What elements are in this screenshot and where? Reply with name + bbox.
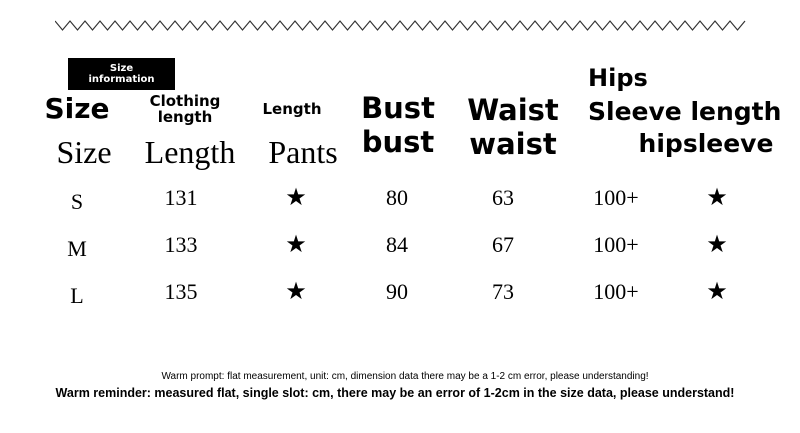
header-sleeve-length: Sleeve length [588,97,782,126]
zigzag-divider [55,20,746,31]
cell-waist: 63 [492,185,514,210]
cell-bust: 84 [386,232,408,257]
star-icon: ★ [285,183,307,211]
header-length: Length [262,100,322,118]
cell-hips: 100+ [593,232,639,257]
cell-bust: 80 [386,185,408,210]
badge-label: Size information [88,63,155,85]
cell-waist: 67 [492,232,514,257]
cell-hips: 100+ [593,279,639,304]
cell-size: M [67,236,87,261]
header-hips: Hips [588,64,648,92]
note-bold: Warm reminder: measured flat, single slo… [55,386,735,400]
star-icon: ★ [706,183,728,211]
note-small: Warm prompt: flat measurement, unit: cm,… [161,371,649,382]
subheader-waist: waist [469,127,557,161]
subheader-pants: Pants [268,134,338,170]
header-waist: Waist [467,93,559,127]
cell-clothing-length: 135 [164,279,198,304]
star-icon: ★ [706,230,728,258]
subheader-hipsleeve: hipsleeve [638,129,774,158]
cell-bust: 90 [386,279,408,304]
cell-size: S [70,189,84,214]
star-icon: ★ [285,277,307,305]
cell-hips: 100+ [593,185,639,210]
header-clothing-length: Clothing length [149,92,221,126]
subheader-length: Length [144,134,236,170]
star-icon: ★ [285,230,307,258]
header-size: Size [44,92,110,125]
subheader-bust: bust [361,125,435,159]
size-information-badge: Size information [68,58,175,90]
cell-clothing-length: 131 [164,185,198,210]
cell-size: L [70,283,84,308]
header-bust: Bust [361,91,435,125]
star-icon: ★ [706,277,728,305]
cell-waist: 73 [492,279,514,304]
cell-clothing-length: 133 [164,232,198,257]
subheader-size: Size [56,134,112,170]
